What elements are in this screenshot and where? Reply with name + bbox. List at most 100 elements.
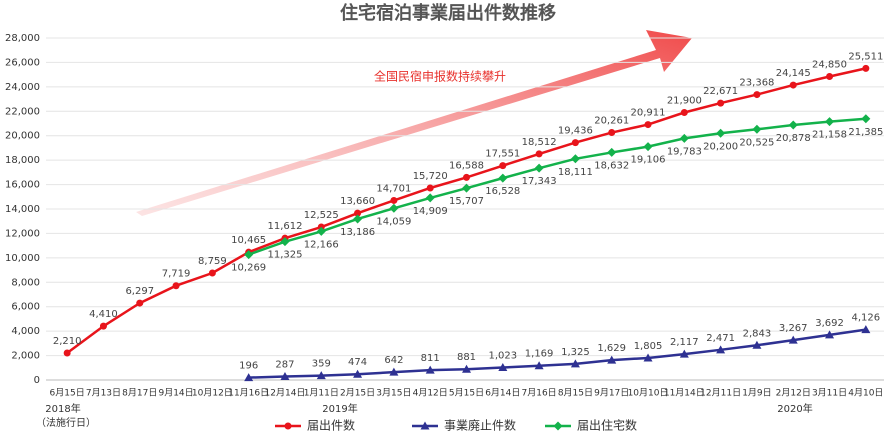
point [825, 117, 835, 127]
point [498, 363, 508, 372]
y-tick-label: 4,000 [11, 326, 40, 337]
year-label: 2020年 [777, 402, 812, 415]
data-label: 21,385 [848, 127, 883, 138]
point [353, 214, 363, 224]
data-label: 20,200 [703, 141, 738, 152]
y-tick-label: 14,000 [5, 204, 40, 215]
data-label: 13,186 [340, 227, 375, 238]
y-tick-label: 22,000 [5, 106, 40, 117]
point [534, 361, 544, 370]
point [208, 269, 216, 277]
data-label: 10,269 [231, 263, 266, 274]
point [825, 330, 835, 339]
data-label: 8,759 [198, 256, 227, 267]
data-label: 11,612 [267, 221, 302, 232]
point [861, 325, 871, 334]
point [643, 353, 653, 362]
point [425, 365, 435, 374]
point [389, 203, 399, 213]
data-label: 15,707 [449, 196, 484, 207]
data-label: 881 [457, 352, 476, 363]
point [717, 99, 725, 107]
point [172, 282, 180, 290]
data-label: 18,632 [594, 160, 629, 171]
data-label: 18,512 [522, 137, 557, 148]
legend-label: 届出件数 [307, 418, 355, 433]
data-label: 3,692 [815, 318, 844, 329]
year-label: 2018年 [45, 402, 80, 415]
data-label: 2,843 [743, 328, 772, 339]
data-label: 2,117 [670, 337, 699, 348]
point [244, 250, 254, 260]
annotation: 全国民宿申报数持续攀升 [374, 69, 506, 84]
data-label: 20,878 [776, 133, 811, 144]
point [607, 147, 617, 157]
x-tick-label: 8月15日 [558, 388, 593, 399]
x-tick-label: 12月14日 [265, 388, 306, 399]
point [826, 72, 834, 80]
x-tick-label: 4月10日 [848, 388, 883, 399]
data-label: 19,106 [631, 155, 666, 166]
point [136, 299, 144, 307]
data-label: 24,145 [776, 68, 811, 79]
x-tick-label: 6月15日 [50, 388, 85, 399]
y-tick-label: 20,000 [5, 131, 40, 142]
x-tick-label: 6月14日 [485, 388, 520, 399]
data-label: 25,511 [848, 51, 883, 62]
y-tick-label: 24,000 [5, 82, 40, 93]
data-label: 15,720 [413, 171, 448, 182]
point [752, 340, 762, 349]
legend-label: 事業廃止件数 [444, 418, 516, 433]
x-tick-label: 2月15日 [340, 388, 375, 399]
data-label: 811 [421, 353, 440, 364]
y-tick-label: 26,000 [5, 57, 40, 68]
point [788, 335, 798, 344]
x-tick-label: 3月15日 [376, 388, 411, 399]
data-label: 16,588 [449, 160, 484, 171]
point [789, 81, 797, 89]
data-label: 22,671 [703, 86, 738, 97]
point [788, 120, 798, 130]
x-tick-label: 2月12日 [776, 388, 811, 399]
point [680, 109, 688, 117]
point [753, 91, 761, 99]
data-label: 1,023 [488, 351, 517, 362]
data-label: 14,701 [376, 183, 411, 194]
point [244, 373, 254, 382]
data-label: 14,059 [376, 216, 411, 227]
point [643, 142, 653, 152]
x-tick-label: 9月17日 [594, 388, 629, 399]
year-label: 2019年 [322, 402, 357, 415]
point [420, 421, 430, 430]
data-label: 12,525 [304, 210, 339, 221]
data-label: 18,111 [558, 167, 593, 178]
point [679, 133, 689, 143]
data-label: 17,343 [522, 176, 557, 187]
data-label: 10,465 [231, 235, 266, 246]
x-tick-label: 7月13日 [86, 388, 121, 399]
data-label: 1,169 [525, 349, 554, 360]
y-tick-label: 10,000 [5, 253, 40, 264]
point [63, 349, 71, 357]
y-tick-label: 16,000 [5, 180, 40, 191]
y-tick-label: 12,000 [5, 228, 40, 239]
y-tick-label: 28,000 [5, 33, 40, 44]
data-label: 1,805 [634, 341, 663, 352]
data-label: 4,410 [89, 309, 118, 320]
point [570, 359, 580, 368]
data-label: 20,261 [594, 116, 629, 127]
data-label: 4,126 [852, 313, 881, 324]
data-label: 20,911 [631, 108, 666, 119]
point [280, 371, 290, 380]
x-tick-label: 11月16日 [228, 388, 269, 399]
data-label: 24,850 [812, 59, 847, 70]
legend-label: 届出住宅数 [577, 418, 637, 433]
y-tick-label: 0 [34, 375, 40, 386]
point [425, 193, 435, 203]
data-label: 14,909 [413, 206, 448, 217]
point [499, 162, 507, 170]
data-label: 12,166 [304, 239, 339, 250]
trend-arrow [136, 30, 692, 216]
point [462, 183, 471, 193]
data-label: 20,525 [739, 137, 774, 148]
